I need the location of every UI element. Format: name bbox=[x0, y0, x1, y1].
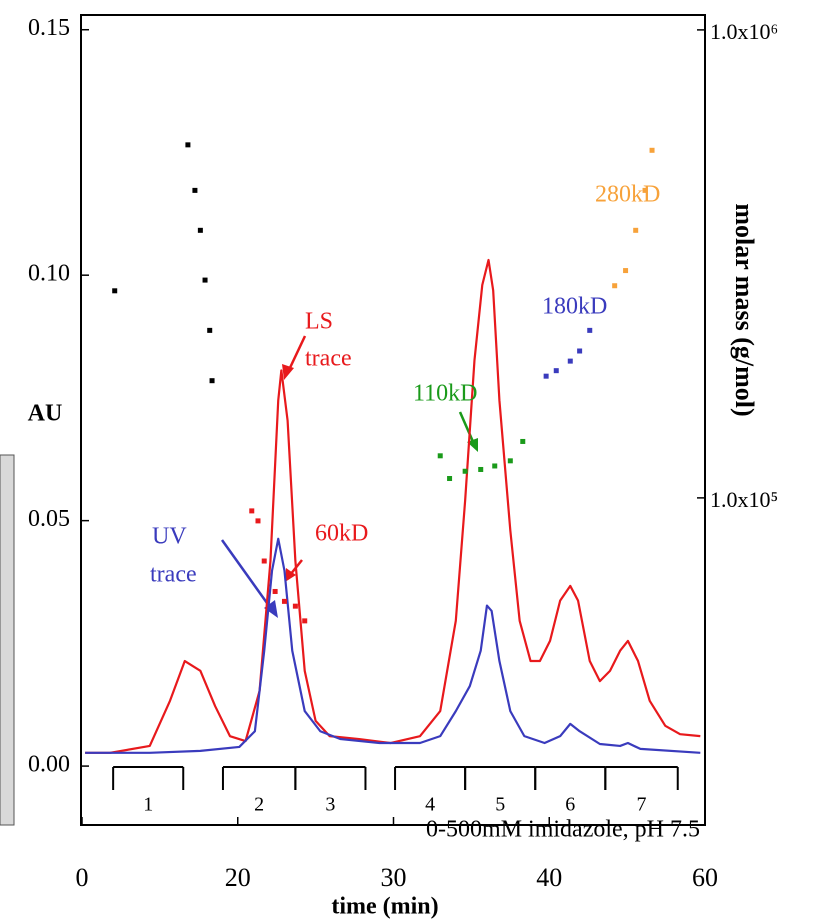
molar-mass-point bbox=[437, 453, 443, 459]
x-axis-title: time (min) bbox=[331, 894, 438, 920]
arrow-head bbox=[285, 568, 296, 582]
molar-mass-point bbox=[577, 348, 583, 354]
molar-mass-point bbox=[302, 618, 308, 624]
fraction-label: 7 bbox=[637, 794, 647, 816]
molar-mass-point bbox=[507, 458, 513, 464]
y2-axis-title: molar mass (g/mol) bbox=[730, 203, 759, 416]
arrow bbox=[220, 539, 274, 611]
molar-mass-point bbox=[112, 288, 118, 294]
x-tick-label: 30 bbox=[381, 863, 407, 892]
molar-mass-point bbox=[587, 327, 593, 333]
molar-mass-point bbox=[197, 227, 203, 233]
y2-tick-label: 1.0x10⁶ bbox=[710, 19, 778, 44]
molar-mass-point bbox=[192, 187, 198, 193]
annotation: trace bbox=[150, 562, 197, 588]
molar-mass-point bbox=[612, 283, 618, 289]
arrow-head bbox=[264, 600, 278, 618]
molar-mass-point bbox=[633, 227, 639, 233]
molar-mass-point bbox=[520, 438, 526, 444]
series-label: 180kD bbox=[542, 294, 607, 320]
annotation: trace bbox=[305, 346, 352, 372]
fraction-label: 4 bbox=[425, 794, 435, 816]
molar-mass-point bbox=[567, 358, 573, 364]
fraction-note: 0-500mM imidazole, pH 7.5 bbox=[426, 817, 700, 843]
annotation: LS bbox=[305, 309, 333, 335]
molar-mass-point bbox=[447, 476, 453, 482]
molar-mass-point bbox=[185, 142, 191, 148]
molar-mass-point bbox=[281, 598, 287, 604]
y-axis-title: AU bbox=[28, 401, 63, 427]
fraction-label: 1 bbox=[143, 794, 153, 816]
molar-mass-point bbox=[272, 588, 278, 594]
series-label: 60kD bbox=[315, 521, 368, 547]
y-tick-label: 0.10 bbox=[28, 261, 70, 287]
molar-mass-point bbox=[462, 468, 468, 474]
arrows bbox=[220, 335, 478, 618]
fraction-label: 3 bbox=[325, 794, 335, 816]
molar-mass-point bbox=[492, 463, 498, 469]
plot-frame bbox=[80, 14, 706, 826]
y-tick-label: 0.00 bbox=[28, 752, 70, 778]
molar-mass-point bbox=[209, 378, 215, 384]
y2-tick-label: 1.0x10⁵ bbox=[710, 487, 778, 512]
y-tick-label: 0.15 bbox=[28, 15, 70, 41]
arrow-head bbox=[282, 364, 294, 380]
side-panel bbox=[0, 454, 15, 826]
molar-mass-point bbox=[207, 327, 213, 333]
arrow bbox=[458, 411, 476, 445]
x-tick-label: 0 bbox=[76, 863, 89, 892]
x-tick-label: 40 bbox=[536, 863, 562, 892]
x-tick-label: 20 bbox=[225, 863, 251, 892]
molar-mass-point bbox=[255, 518, 261, 524]
molar-mass-point bbox=[649, 147, 655, 153]
trace bbox=[85, 537, 701, 754]
molar-mass-point bbox=[642, 187, 648, 193]
series-label: 280kD bbox=[595, 182, 660, 208]
fraction-label: 5 bbox=[495, 794, 505, 816]
trace bbox=[85, 258, 701, 754]
y-tick-label: 0.05 bbox=[28, 506, 70, 532]
molar-mass-point bbox=[478, 466, 484, 472]
fraction-label: 2 bbox=[254, 794, 264, 816]
molar-mass-point bbox=[623, 268, 629, 274]
molar-mass-point bbox=[553, 368, 559, 374]
molar-mass-point bbox=[261, 558, 267, 564]
x-tick-label: 60 bbox=[692, 863, 718, 892]
molar-mass-point bbox=[292, 603, 298, 609]
arrow bbox=[286, 335, 307, 373]
series-label: 110kD bbox=[413, 381, 477, 407]
fraction-label: 6 bbox=[565, 794, 575, 816]
annotation: UV bbox=[152, 524, 187, 550]
molar-mass-point bbox=[249, 508, 255, 514]
molar-mass-point bbox=[202, 277, 208, 283]
molar-mass-point bbox=[543, 373, 549, 379]
